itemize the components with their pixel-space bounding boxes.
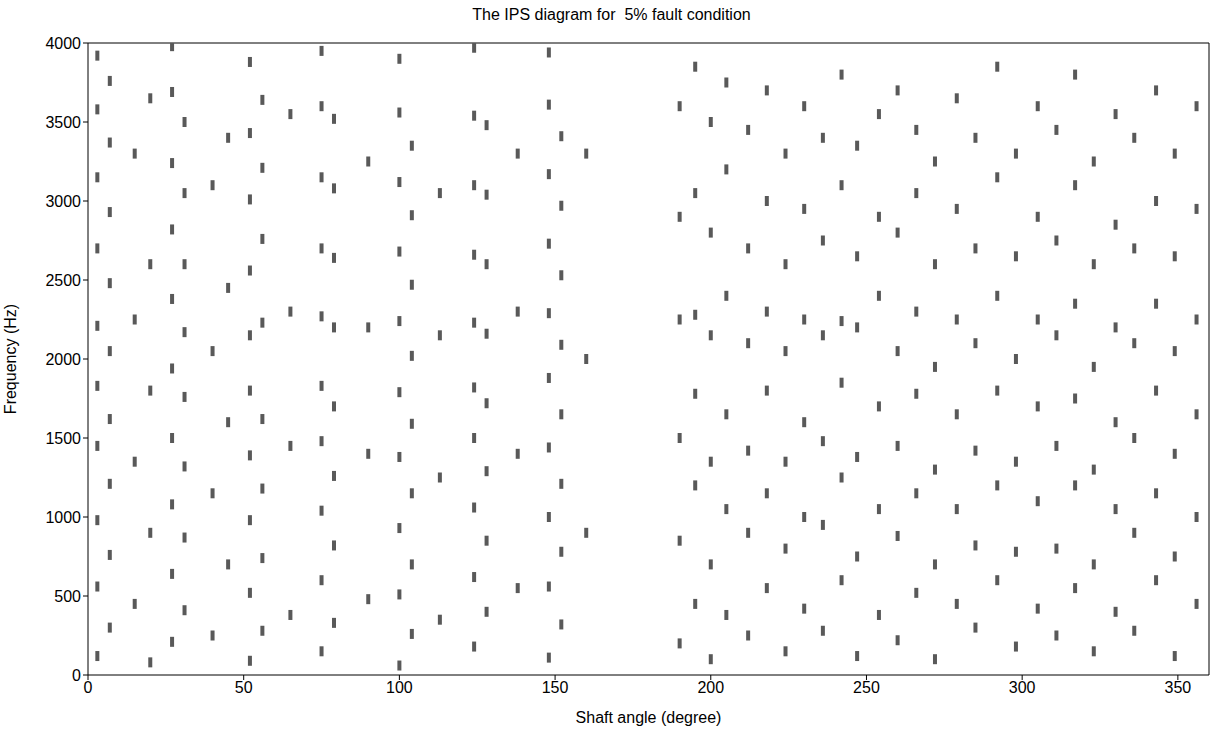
svg-text:500: 500: [54, 588, 81, 605]
svg-text:Frequency (Hz): Frequency (Hz): [2, 304, 19, 414]
svg-text:0: 0: [72, 667, 81, 684]
svg-text:300: 300: [1009, 679, 1036, 696]
svg-text:3000: 3000: [45, 193, 81, 210]
svg-text:3500: 3500: [45, 114, 81, 131]
svg-text:0: 0: [84, 679, 93, 696]
svg-text:4000: 4000: [45, 35, 81, 52]
svg-text:100: 100: [386, 679, 413, 696]
svg-text:200: 200: [697, 679, 724, 696]
svg-text:1500: 1500: [45, 430, 81, 447]
svg-text:250: 250: [853, 679, 880, 696]
svg-text:Shaft angle (degree): Shaft angle (degree): [576, 709, 722, 726]
svg-text:150: 150: [542, 679, 569, 696]
svg-text:2000: 2000: [45, 351, 81, 368]
html-text:The IPS diagram for 5% fault c: The IPS diagram for 5% fault condition: [472, 6, 751, 23]
svg-text:1000: 1000: [45, 509, 81, 526]
svg-text:2500: 2500: [45, 272, 81, 289]
svg-text:50: 50: [235, 679, 253, 696]
svg-text:350: 350: [1165, 679, 1192, 696]
